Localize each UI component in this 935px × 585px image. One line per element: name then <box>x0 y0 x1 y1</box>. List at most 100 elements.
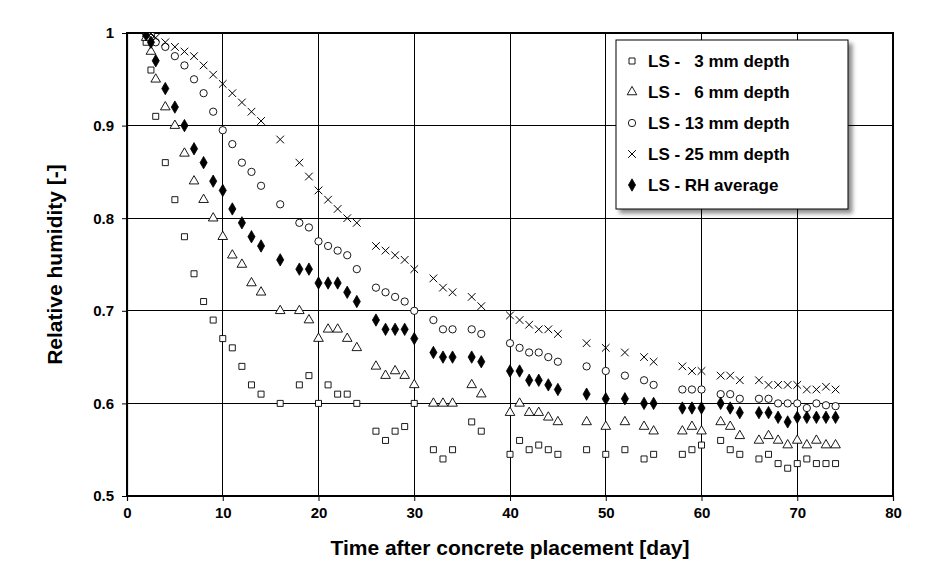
data-point <box>277 201 284 208</box>
data-point <box>785 465 791 471</box>
y-tick-mark <box>122 126 127 127</box>
data-point <box>555 451 561 457</box>
data-point <box>717 372 725 380</box>
data-point <box>219 80 227 88</box>
x-tick: 20 <box>311 496 328 521</box>
data-point <box>151 74 161 82</box>
data-point <box>727 390 734 397</box>
data-point <box>812 435 822 443</box>
data-point <box>200 62 208 70</box>
data-point <box>688 402 695 414</box>
grid-line-y <box>127 310 893 311</box>
y-tick-label: 1 <box>106 24 114 41</box>
data-point <box>736 395 743 402</box>
data-point <box>450 447 456 453</box>
data-point <box>296 382 302 388</box>
data-point <box>354 400 360 406</box>
data-point <box>314 333 324 341</box>
data-point <box>822 411 829 423</box>
data-point <box>639 421 649 429</box>
data-point <box>649 426 659 434</box>
data-point <box>515 398 525 406</box>
data-point <box>622 447 628 453</box>
y-tick-label: 0.7 <box>93 302 114 319</box>
series-3 <box>142 33 839 393</box>
data-point <box>372 314 379 326</box>
grid-line-x <box>510 33 511 496</box>
x-tick-label: 0 <box>123 504 131 521</box>
data-point <box>277 400 283 406</box>
data-point <box>602 367 609 374</box>
x-tick-mark <box>223 496 224 501</box>
data-point <box>381 370 391 378</box>
data-point <box>833 461 839 467</box>
data-point <box>727 447 733 453</box>
x-tick-label: 60 <box>694 504 711 521</box>
data-point <box>411 307 418 314</box>
data-point <box>335 391 341 397</box>
data-point <box>344 286 351 298</box>
x-tick-label: 70 <box>789 504 806 521</box>
data-point <box>651 451 657 457</box>
data-point <box>409 379 419 387</box>
data-point <box>832 386 840 394</box>
data-point <box>775 411 782 423</box>
data-point <box>535 325 543 333</box>
x-tick: 60 <box>694 496 711 521</box>
data-point <box>813 461 819 467</box>
data-point <box>257 240 264 252</box>
data-point <box>602 344 610 352</box>
data-point <box>410 265 418 273</box>
y-tick: 1 <box>106 24 127 41</box>
legend-item: LS - 6 mm depth <box>627 83 789 102</box>
x-tick-label: 50 <box>598 504 615 521</box>
data-point <box>200 156 207 168</box>
x-tick: 30 <box>406 496 423 521</box>
data-point <box>296 159 304 167</box>
data-point <box>325 382 331 388</box>
data-point <box>162 82 169 94</box>
x-tick-label: 80 <box>885 504 902 521</box>
data-point <box>803 386 811 394</box>
data-point <box>506 340 513 347</box>
data-point <box>401 256 409 264</box>
plot-frame <box>127 33 893 496</box>
data-point <box>201 299 207 305</box>
data-point <box>353 265 360 272</box>
data-point <box>323 324 333 332</box>
data-point <box>467 379 477 387</box>
data-point <box>411 332 418 344</box>
data-point <box>765 395 772 402</box>
data-point <box>391 293 398 300</box>
series-1 <box>141 33 840 448</box>
data-point <box>832 411 839 423</box>
data-point <box>620 416 630 424</box>
data-point <box>449 288 457 296</box>
x-axis: 01020304050607080 <box>123 496 902 521</box>
x-tick-label: 10 <box>215 504 232 521</box>
data-point <box>756 456 762 462</box>
data-point <box>170 120 180 128</box>
data-point <box>334 247 341 254</box>
data-point <box>305 263 312 275</box>
data-point <box>784 381 792 389</box>
data-point <box>755 395 762 402</box>
data-point <box>813 400 820 407</box>
data-point <box>199 194 209 202</box>
data-point <box>725 421 735 429</box>
data-point <box>343 214 351 222</box>
plot-background <box>127 33 893 496</box>
data-point <box>160 102 170 110</box>
data-point <box>238 217 245 229</box>
x-tick-label: 20 <box>311 504 328 521</box>
data-point <box>697 426 707 434</box>
data-point <box>171 101 178 113</box>
data-point <box>248 382 254 388</box>
data-point <box>181 119 188 131</box>
data-point <box>181 48 189 56</box>
chart-container: 010203040506070800.50.60.70.80.91Time af… <box>0 0 935 585</box>
data-point <box>402 424 408 430</box>
data-point <box>621 393 628 405</box>
data-point <box>218 231 228 239</box>
data-point <box>621 349 629 357</box>
